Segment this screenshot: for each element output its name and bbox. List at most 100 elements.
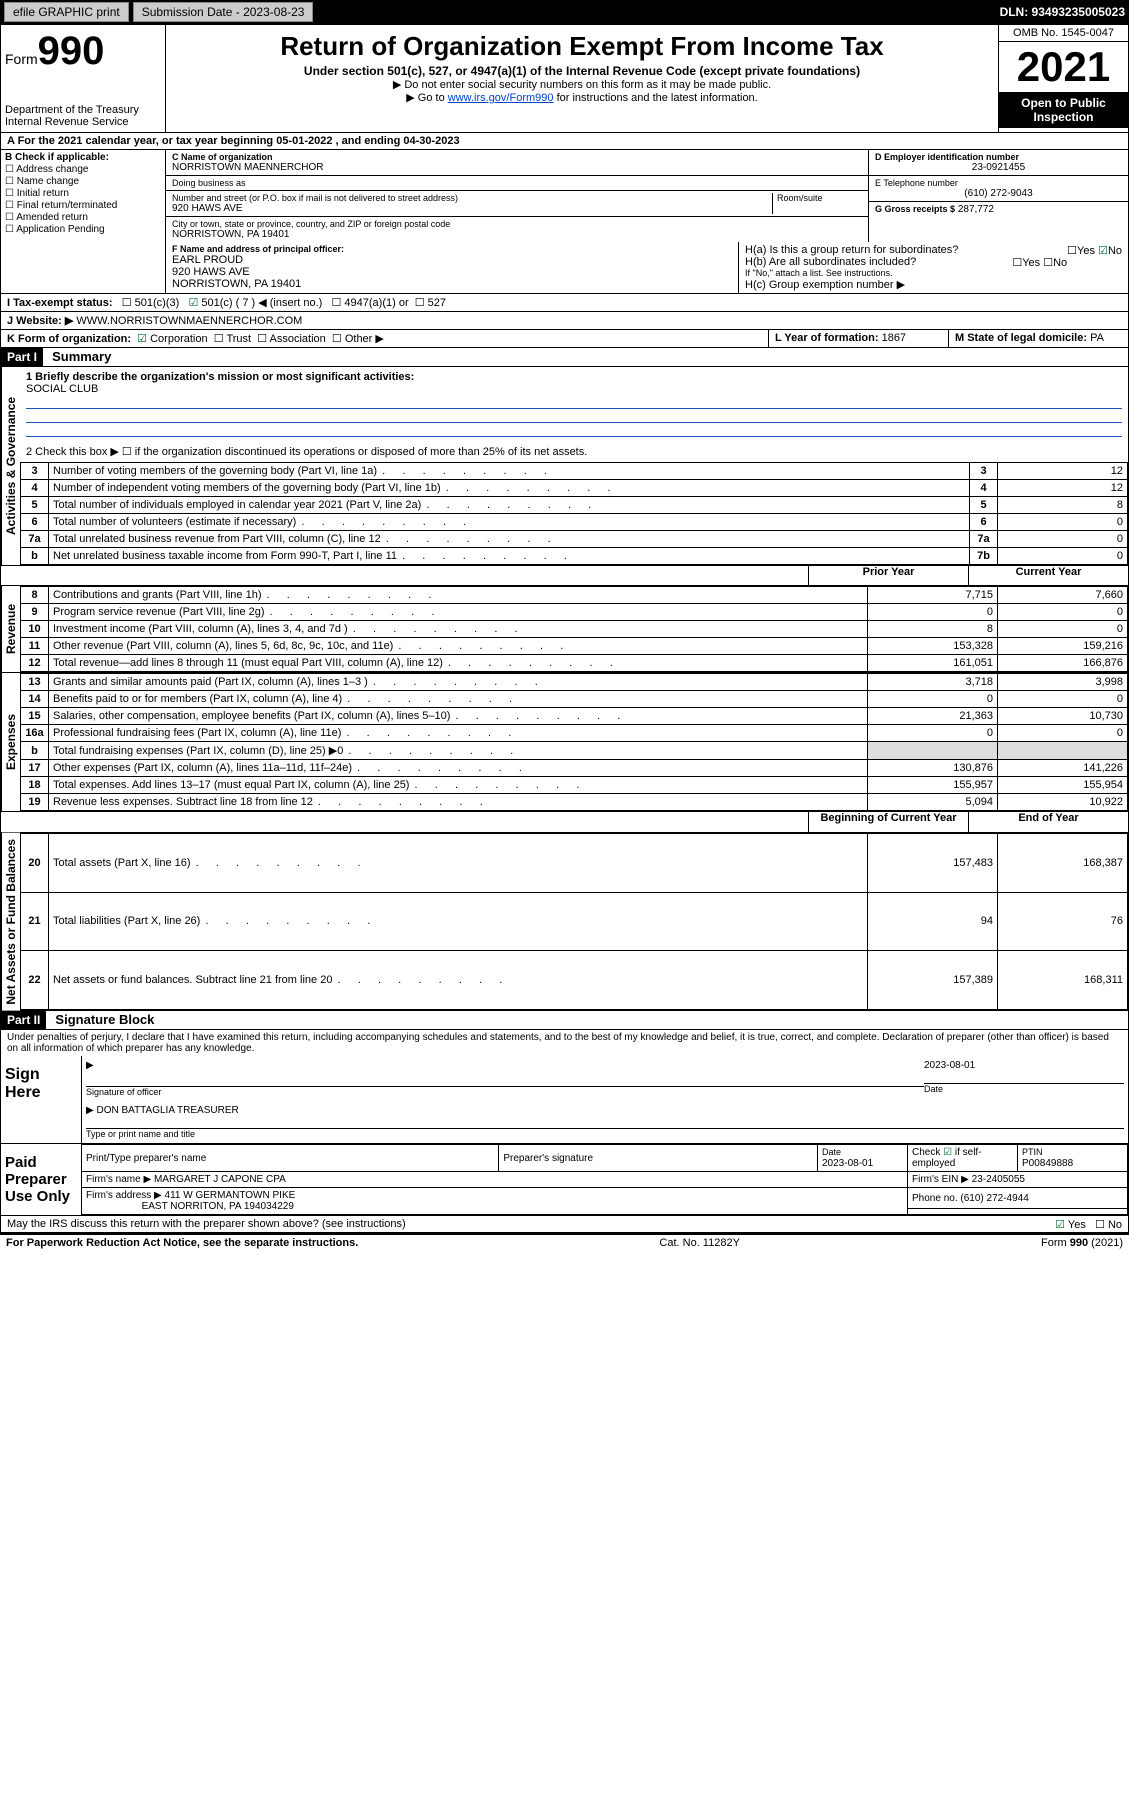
efile-graphic-btn[interactable]: efile GRAPHIC print: [4, 2, 129, 22]
chk-name[interactable]: ☐ Name change: [5, 176, 161, 187]
officer-typed: DON BATTAGLIA TREASURER: [96, 1105, 238, 1116]
table-row: 3Number of voting members of the governi…: [21, 463, 1128, 480]
footer-mid: Cat. No. 11282Y: [659, 1237, 740, 1249]
row-klm: K Form of organization: ☑ Corporation ☐ …: [0, 330, 1129, 348]
table-row: 12Total revenue—add lines 8 through 11 (…: [21, 655, 1128, 672]
table-row: 4Number of independent voting members of…: [21, 480, 1128, 497]
ptin-value: P00849888: [1022, 1158, 1073, 1169]
firm-addr-label: Firm's address ▶: [86, 1190, 162, 1201]
sig-date-label: Date: [924, 1083, 1124, 1094]
chk-pending[interactable]: ☐ Application Pending: [5, 224, 161, 235]
status-527: 527: [428, 297, 446, 309]
phone-value: (610) 272-9043: [875, 188, 1122, 199]
section-bcd: B Check if applicable: ☐ Address change …: [0, 150, 1129, 242]
status-501c3: 501(c)(3): [135, 297, 180, 309]
status-501c: 501(c) ( 7 ) ◀ (insert no.): [201, 297, 322, 309]
note-link: ▶ Go to www.irs.gov/Form990 for instruct…: [174, 91, 990, 104]
status-4947: 4947(a)(1) or: [344, 297, 408, 309]
firm-name: MARGARET J CAPONE CPA: [154, 1174, 286, 1185]
note-link-pre: ▶ Go to: [406, 92, 447, 104]
chk-address[interactable]: ☐ Address change: [5, 164, 161, 175]
k-label: K Form of organization:: [7, 333, 131, 345]
paid-preparer-label: Paid Preparer Use Only: [1, 1144, 81, 1215]
netassets-block: Net Assets or Fund Balances 20Total asse…: [0, 833, 1129, 1012]
table-row: 14Benefits paid to or for members (Part …: [21, 691, 1128, 708]
footer-right: Form 990 (2021): [1041, 1237, 1123, 1249]
part1-header: Part I Summary: [0, 348, 1129, 367]
declaration-text: Under penalties of perjury, I declare th…: [0, 1030, 1129, 1056]
efile-top-bar: efile GRAPHIC print Submission Date - 20…: [0, 0, 1129, 24]
check-b-label: B Check if applicable:: [5, 152, 161, 163]
ptin-label: PTIN: [1022, 1147, 1043, 1157]
row-i-status: I Tax-exempt status: ☐ 501(c)(3) ☑ 501(c…: [0, 294, 1129, 312]
prep-date-label: Date: [822, 1147, 841, 1157]
prep-sig-label: Preparer's signature: [499, 1145, 818, 1172]
part2-badge: Part II: [1, 1011, 46, 1029]
org-name: NORRISTOWN MAENNERCHOR: [172, 162, 862, 173]
website-label: J Website: ▶: [7, 315, 73, 327]
header-right: OMB No. 1545-0047 2021 Open to Public In…: [998, 25, 1128, 132]
part2-title: Signature Block: [49, 1010, 160, 1029]
hb-row: H(b) Are all subordinates included? ☐Yes…: [745, 256, 1122, 268]
table-row: 21Total liabilities (Part X, line 26)947…: [21, 892, 1128, 951]
type-name-label: Type or print name and title: [86, 1128, 1124, 1139]
q1-answer: SOCIAL CLUB: [26, 383, 1122, 395]
firm-addr2: EAST NORRITON, PA 194034229: [142, 1201, 294, 1212]
phone-label: E Telephone number: [875, 178, 1122, 188]
part2-header: Part II Signature Block: [0, 1011, 1129, 1030]
table-row: 20Total assets (Part X, line 16)157,4831…: [21, 833, 1128, 892]
l-value: 1867: [882, 332, 906, 344]
tax-year: 2021: [999, 42, 1128, 92]
k-corp: Corporation: [150, 333, 207, 345]
part1-badge: Part I: [1, 348, 43, 366]
table-row: 16aProfessional fundraising fees (Part I…: [21, 725, 1128, 742]
form-subtitle: Under section 501(c), 527, or 4947(a)(1)…: [174, 64, 990, 78]
sig-date: 2023-08-01: [924, 1060, 1124, 1071]
k-trust: Trust: [226, 333, 251, 345]
col-b-checkboxes: B Check if applicable: ☐ Address change …: [1, 150, 166, 242]
chk-initial[interactable]: ☐ Initial return: [5, 188, 161, 199]
status-label: I Tax-exempt status:: [7, 297, 113, 309]
room-label: Room/suite: [772, 193, 862, 214]
website-value: WWW.NORRISTOWNMAENNERCHOR.COM: [76, 315, 302, 327]
submission-date-btn[interactable]: Submission Date - 2023-08-23: [133, 2, 314, 22]
m-label: M State of legal domicile:: [955, 332, 1087, 344]
table-row: bTotal fundraising expenses (Part IX, co…: [21, 742, 1128, 760]
may-irs-row: May the IRS discuss this return with the…: [0, 1216, 1129, 1233]
firm-ein-label: Firm's EIN ▶: [912, 1174, 969, 1185]
vlabel-governance: Activities & Governance: [1, 367, 20, 565]
chk-final[interactable]: ☐ Final return/terminated: [5, 200, 161, 211]
table-row: 5Total number of individuals employed in…: [21, 497, 1128, 514]
ein-label: D Employer identification number: [875, 152, 1122, 162]
sign-here-label: Sign Here: [1, 1056, 81, 1143]
dept-label: Department of the Treasury Internal Reve…: [5, 104, 161, 128]
officer-name: EARL PROUD: [172, 254, 732, 266]
table-row: 18Total expenses. Add lines 13–17 (must …: [21, 777, 1128, 794]
gross-label: G Gross receipts $: [875, 204, 955, 214]
hdr-prior: Prior Year: [808, 566, 968, 585]
irs-link[interactable]: www.irs.gov/Form990: [448, 92, 554, 104]
preparer-table: Print/Type preparer's name Preparer's si…: [81, 1144, 1128, 1215]
revenue-block: Revenue 8Contributions and grants (Part …: [0, 586, 1129, 673]
l-label: L Year of formation:: [775, 332, 879, 344]
k-assoc: Association: [270, 333, 326, 345]
hc-row: H(c) Group exemption number ▶: [745, 278, 1122, 291]
table-row: 7aTotal unrelated business revenue from …: [21, 531, 1128, 548]
form-header: Form990 Department of the Treasury Inter…: [0, 24, 1129, 133]
sig-officer-label: Signature of officer: [86, 1086, 924, 1097]
note-ssn: ▶ Do not enter social security numbers o…: [174, 78, 990, 91]
row-a-tax-year: A For the 2021 calendar year, or tax yea…: [0, 133, 1129, 150]
firm-phone-label: Phone no.: [912, 1193, 958, 1204]
table-row: 15Salaries, other compensation, employee…: [21, 708, 1128, 725]
footer-left: For Paperwork Reduction Act Notice, see …: [6, 1237, 358, 1249]
table-row: 19Revenue less expenses. Subtract line 1…: [21, 794, 1128, 811]
firm-ein: 23-2405055: [972, 1174, 1025, 1185]
prep-name-label: Print/Type preparer's name: [82, 1145, 499, 1172]
paid-preparer-block: Paid Preparer Use Only Print/Type prepar…: [0, 1144, 1129, 1216]
table-row: 8Contributions and grants (Part VIII, li…: [21, 587, 1128, 604]
table-row: 6Total number of volunteers (estimate if…: [21, 514, 1128, 531]
chk-amended[interactable]: ☐ Amended return: [5, 212, 161, 223]
governance-block: Activities & Governance 1 Briefly descri…: [0, 367, 1129, 566]
firm-name-label: Firm's name ▶: [86, 1174, 151, 1185]
hdr-curr: Current Year: [968, 566, 1128, 585]
